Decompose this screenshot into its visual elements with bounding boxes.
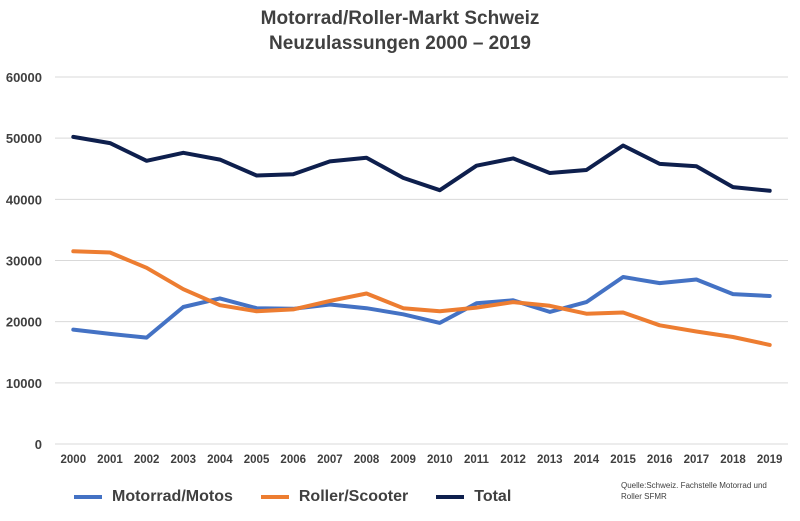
y-tick-label: 10000 — [6, 376, 42, 391]
y-tick-label: 50000 — [6, 131, 42, 146]
legend-label-motorrad: Motorrad/Motos — [112, 488, 233, 505]
series-line-0 — [71, 275, 772, 340]
x-tick-label: 2019 — [757, 454, 783, 466]
x-tick-label: 2004 — [207, 454, 233, 466]
gridlines — [55, 76, 788, 445]
legend-swatch-total — [436, 495, 465, 499]
y-tick-label: 40000 — [6, 192, 42, 207]
x-tick-label: 2017 — [684, 454, 710, 466]
chart-title-line1: Motorrad/Roller-Markt Schweiz — [260, 8, 540, 29]
x-tick-label: 2016 — [647, 454, 673, 466]
legend: Motorrad/Motos Roller/Scooter Total — [74, 488, 539, 506]
x-tick-label: 2013 — [537, 454, 563, 466]
x-tick-label: 2011 — [464, 454, 490, 466]
x-tick-label: 2007 — [317, 454, 343, 466]
legend-label-total: Total — [474, 488, 512, 505]
legend-item-total: Total — [436, 488, 511, 506]
x-tick-label: 2000 — [61, 454, 87, 466]
y-tick-label: 30000 — [6, 254, 42, 269]
y-axis-ticks: 0 10000 20000 30000 40000 50000 60000 — [6, 70, 42, 452]
x-tick-label: 2009 — [390, 454, 416, 466]
series-lines — [71, 134, 772, 347]
y-tick-label: 60000 — [6, 70, 42, 85]
x-axis-ticks: 2000 2001 2002 2003 2004 2005 2006 2007 2008 2009… — [61, 454, 783, 466]
series-line-1 — [71, 249, 772, 347]
chart-title-line2: Neuzulassungen 2000 – 2019 — [269, 33, 531, 54]
source-note: Quelle:Schweiz. Fachstelle Motorrad und … — [621, 481, 767, 501]
x-tick-label: 2006 — [280, 454, 306, 466]
series-line-2 — [71, 134, 772, 193]
x-tick-label: 2010 — [427, 454, 453, 466]
legend-item-motorrad: Motorrad/Motos — [74, 488, 233, 506]
x-tick-label: 2003 — [170, 454, 196, 466]
x-tick-label: 2001 — [97, 454, 123, 466]
x-tick-label: 2018 — [720, 454, 746, 466]
x-tick-label: 2005 — [244, 454, 270, 466]
y-tick-label: 20000 — [6, 315, 42, 330]
x-tick-label: 2012 — [500, 454, 526, 466]
x-tick-label: 2015 — [610, 454, 636, 466]
x-tick-label: 2002 — [134, 454, 160, 466]
legend-label-roller: Roller/Scooter — [298, 488, 409, 505]
chart-title: Motorrad/Roller-Markt Schweiz Neuzulassu… — [0, 6, 800, 56]
legend-item-roller: Roller/Scooter — [260, 488, 409, 506]
legend-swatch-roller — [260, 495, 289, 499]
legend-swatch-motorrad — [74, 495, 102, 499]
x-tick-label: 2014 — [574, 454, 600, 466]
x-tick-label: 2008 — [354, 454, 380, 466]
y-tick-label: 0 — [35, 437, 42, 452]
